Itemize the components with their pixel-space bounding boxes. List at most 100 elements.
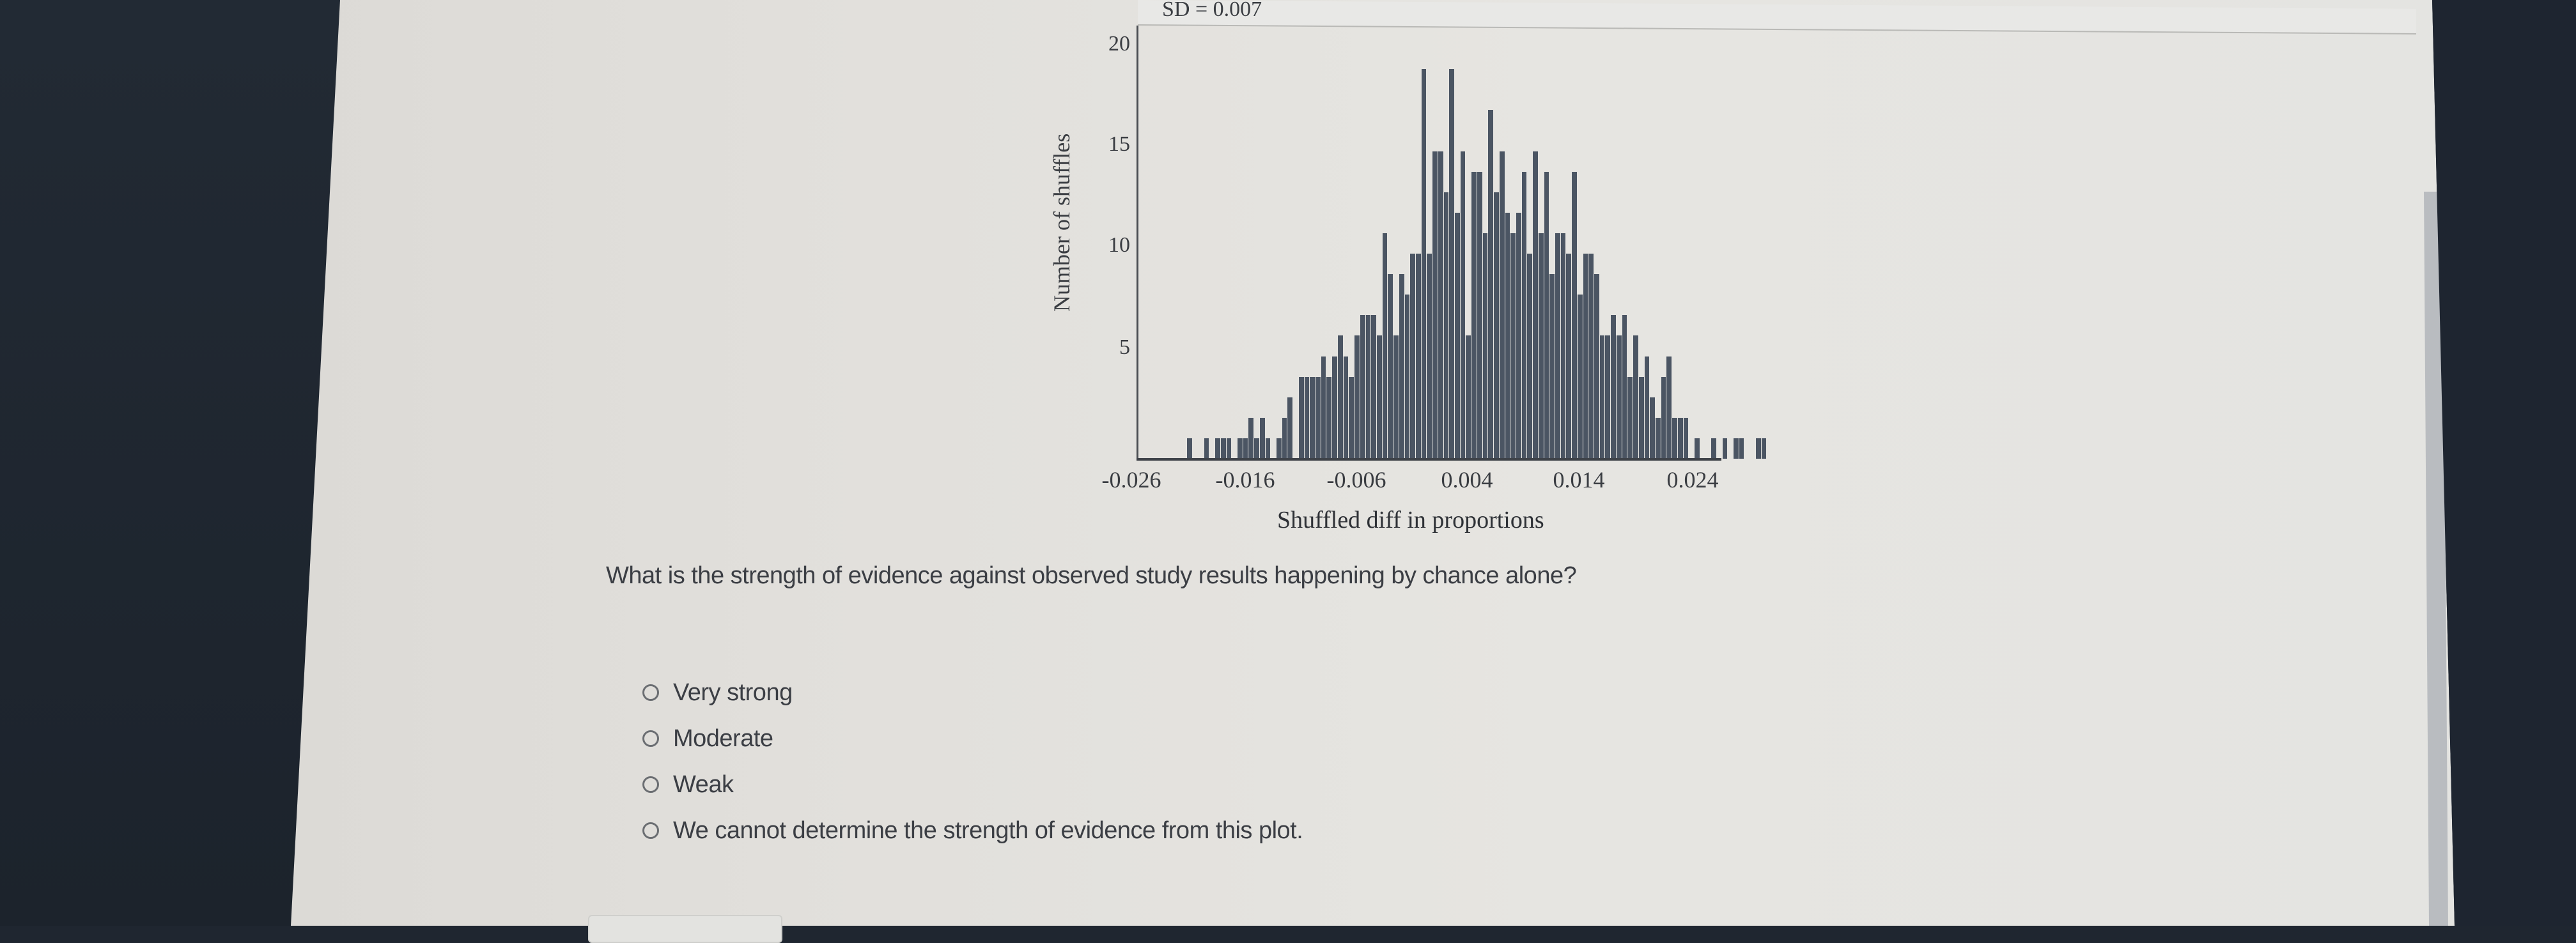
radio-button-icon[interactable] — [642, 822, 659, 839]
histogram-bar — [1638, 376, 1644, 459]
option-very-strong[interactable]: Very strong — [642, 670, 1303, 716]
histogram-bar — [1259, 417, 1265, 459]
histogram-bar — [1504, 212, 1510, 459]
histogram-bar — [1298, 376, 1304, 459]
histogram-bar — [1537, 233, 1544, 459]
histogram-bars — [1137, 26, 1767, 459]
y-tick-20: 20 — [1108, 32, 1130, 56]
histogram-bar — [1248, 417, 1254, 459]
histogram-bar — [1760, 438, 1767, 459]
x-tick-0.004: 0.004 — [1441, 467, 1493, 493]
y-axis-line — [1137, 26, 1138, 460]
histogram-bar — [1242, 438, 1248, 459]
question-text: What is the strength of evidence against… — [606, 562, 1577, 589]
y-tick-15: 15 — [1108, 132, 1130, 156]
histogram-bar — [1443, 192, 1449, 459]
histogram-bar — [1203, 438, 1209, 459]
histogram-bar — [1432, 151, 1438, 459]
x-axis-label: Shuffled diff in proportions — [1277, 507, 1544, 533]
option-cannot-determine[interactable]: We cannot determine the strength of evid… — [642, 808, 1303, 854]
answer-options: Very strong Moderate Weak We cannot dete… — [642, 670, 1303, 854]
histogram-bar — [1454, 212, 1460, 459]
histogram-bar — [1555, 233, 1560, 459]
histogram-bar — [1236, 438, 1243, 459]
x-tick-0.024: 0.024 — [1666, 467, 1719, 493]
histogram-bar — [1588, 254, 1594, 459]
histogram-bar — [1633, 335, 1638, 459]
histogram-bar — [1359, 315, 1365, 459]
histogram-bar — [1694, 438, 1700, 459]
screen-bezel-left — [0, 0, 340, 926]
histogram-bar — [1510, 233, 1516, 459]
histogram-bar — [1471, 171, 1477, 459]
histogram-plot — [1137, 26, 1767, 461]
histogram-bar — [1225, 438, 1232, 459]
histogram-bar — [1437, 151, 1443, 459]
histogram-bar — [1331, 356, 1337, 459]
option-label: Weak — [673, 770, 734, 798]
histogram-bar — [1682, 417, 1689, 459]
histogram-bar — [1677, 417, 1683, 459]
histogram-bar — [1543, 171, 1549, 459]
histogram-bar — [1409, 254, 1415, 459]
x-tick-neg-0.026: -0.026 — [1101, 467, 1161, 493]
histogram-bar — [1415, 254, 1421, 459]
x-axis-line — [1137, 458, 1721, 461]
histogram-bar — [1348, 376, 1354, 459]
histogram-bar — [1393, 335, 1399, 459]
histogram-bar — [1186, 438, 1193, 459]
histogram-bar — [1482, 233, 1488, 459]
histogram-bar — [1426, 254, 1432, 459]
histogram-bar — [1621, 315, 1627, 459]
histogram-bar — [1711, 438, 1716, 459]
histogram-bar — [1476, 171, 1482, 459]
histogram-bar — [1565, 254, 1572, 459]
histogram-bar — [1354, 335, 1360, 459]
histogram-bar — [1615, 335, 1622, 459]
histogram-bar — [1582, 254, 1588, 459]
radio-button-icon[interactable] — [642, 684, 659, 701]
histogram-bar — [1404, 295, 1410, 459]
histogram-bar — [1214, 438, 1220, 459]
option-label: Very strong — [673, 678, 793, 706]
histogram-bar — [1755, 438, 1761, 459]
option-weak[interactable]: Weak — [642, 762, 1303, 808]
histogram-bar — [1532, 151, 1538, 459]
histogram-bar — [1398, 274, 1404, 459]
option-label: Moderate — [673, 724, 773, 752]
option-moderate[interactable]: Moderate — [642, 716, 1303, 762]
histogram-bar — [1549, 274, 1555, 459]
histogram-bar — [1666, 356, 1672, 459]
histogram-bar — [1571, 171, 1577, 459]
radio-button-icon[interactable] — [642, 776, 659, 793]
histogram-bar — [1365, 315, 1371, 459]
histogram-bar — [1220, 438, 1226, 459]
histogram-bar — [1420, 69, 1427, 459]
y-axis-label: Number of shuffles — [1049, 133, 1075, 312]
histogram-bar — [1264, 438, 1271, 459]
histogram-bar — [1493, 192, 1499, 459]
histogram-bar — [1281, 417, 1287, 459]
histogram-bar — [1654, 417, 1661, 459]
histogram-bar — [1315, 376, 1321, 459]
histogram-bar — [1448, 69, 1455, 459]
histogram-bar — [1660, 376, 1666, 459]
histogram-bar — [1576, 295, 1583, 459]
histogram-bar — [1643, 356, 1650, 459]
histogram-bar — [1287, 397, 1293, 459]
histogram-bar — [1721, 438, 1728, 459]
histogram-bar — [1487, 110, 1494, 459]
histogram-bar — [1672, 417, 1677, 459]
submit-button[interactable] — [588, 915, 782, 943]
histogram-bar — [1560, 233, 1566, 459]
histogram-bar — [1370, 315, 1376, 459]
histogram-bar — [1649, 397, 1655, 459]
option-label: We cannot determine the strength of evid… — [673, 816, 1303, 844]
x-tick-neg-0.006: -0.006 — [1326, 467, 1386, 493]
x-tick-neg-0.016: -0.016 — [1215, 467, 1275, 493]
histogram-bar — [1342, 356, 1349, 459]
histogram-bar — [1526, 254, 1533, 459]
radio-button-icon[interactable] — [642, 730, 659, 747]
